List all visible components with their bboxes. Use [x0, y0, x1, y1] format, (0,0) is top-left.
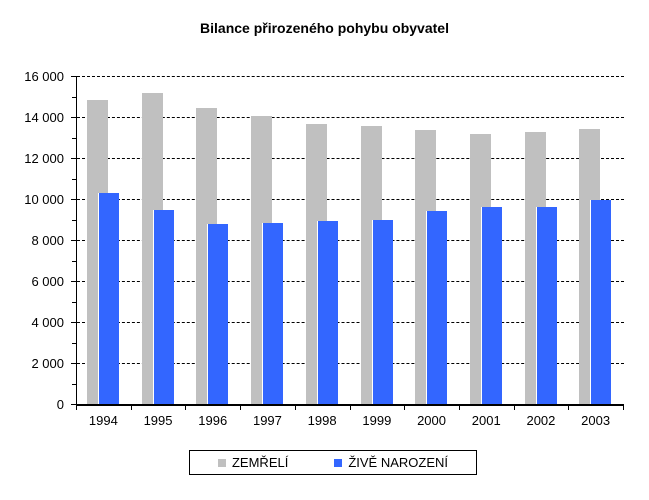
legend-item-zive-narozeni: ŽIVĚ NAROZENÍ [334, 456, 448, 469]
bar-series-2-2002 [535, 207, 557, 404]
x-axis-label-2001: 2001 [471, 413, 501, 428]
y-axis-label-2000: 2 000 [31, 356, 64, 371]
bar-series-2-1994 [98, 192, 119, 404]
y-minor-tick-13000 [72, 137, 76, 139]
gridline-14000 [77, 117, 624, 118]
y-axis-label-16000: 16 000 [24, 69, 64, 84]
y-major-tick-2000 [71, 363, 76, 364]
y-major-tick-6000 [71, 281, 76, 282]
x-tick-3 [240, 404, 242, 410]
bar-series-2-2001 [480, 207, 502, 404]
x-tick-0 [76, 404, 77, 410]
y-major-tick-4000 [71, 322, 76, 323]
x-axis-label-1997: 1997 [252, 413, 282, 428]
legend-swatch-zemreli [217, 458, 226, 467]
x-tick-5 [349, 404, 351, 410]
y-minor-tick-9000 [72, 219, 76, 221]
legend-label-zive-narozeni: ŽIVĚ NAROZENÍ [348, 455, 449, 470]
y-axis-label-14000: 14 000 [24, 110, 64, 125]
x-axis-label-1996: 1996 [198, 413, 228, 428]
chart-title: Bilance přirozeného pohybu obyvatel [200, 20, 449, 36]
x-tick-6 [404, 404, 406, 410]
y-major-tick-10000 [71, 199, 76, 200]
y-axis-label-0: 0 [56, 397, 64, 412]
x-tick-4 [294, 404, 296, 410]
bar-series-2-1999 [371, 219, 393, 404]
bar-series-2-1997 [262, 222, 284, 404]
y-major-tick-12000 [71, 158, 76, 159]
x-tick-1 [130, 404, 132, 410]
gridline-4000 [77, 322, 624, 323]
x-tick-10 [623, 404, 624, 410]
y-axis-label-12000: 12 000 [24, 151, 64, 166]
y-axis-label-10000: 10 000 [24, 192, 64, 207]
x-axis-label-2003: 2003 [581, 413, 611, 428]
bar-series-2-1998 [316, 220, 338, 404]
legend: ZEMŘELÍ ŽIVĚ NAROZENÍ [189, 450, 477, 475]
x-tick-2 [185, 404, 187, 410]
bar-series-2-1995 [152, 210, 174, 404]
bar-series-2-2000 [426, 211, 448, 404]
bar-series-2-2003 [590, 200, 612, 404]
x-axis-label-1999: 1999 [362, 413, 392, 428]
legend-swatch-zive-narozeni [334, 458, 343, 467]
y-minor-tick-1000 [72, 383, 76, 385]
gridline-16000 [77, 76, 624, 77]
y-major-tick-14000 [71, 117, 76, 118]
y-major-tick-0 [71, 404, 76, 405]
x-axis-label-2002: 2002 [526, 413, 556, 428]
x-axis-label-2000: 2000 [417, 413, 446, 428]
x-axis-label-1998: 1998 [307, 413, 337, 428]
y-axis-label-8000: 8 000 [31, 233, 64, 248]
bar-series-2-1996 [207, 223, 229, 404]
y-major-tick-8000 [71, 240, 76, 241]
gridline-6000 [77, 281, 624, 282]
gridline-12000 [77, 158, 624, 159]
y-minor-tick-15000 [72, 96, 76, 98]
plot-area [76, 76, 624, 406]
y-minor-tick-5000 [72, 301, 76, 303]
x-axis-label-1995: 1995 [143, 413, 173, 428]
gridline-8000 [77, 240, 624, 241]
legend-label-zemreli: ZEMŘELÍ [231, 455, 289, 470]
x-axis-label-1994: 1994 [88, 413, 118, 428]
y-axis-label-4000: 4 000 [31, 315, 64, 330]
legend-item-zemreli: ZEMŘELÍ [217, 455, 289, 470]
y-minor-tick-3000 [72, 342, 76, 344]
x-tick-8 [513, 404, 515, 410]
x-tick-7 [458, 404, 460, 410]
y-major-tick-16000 [71, 76, 76, 77]
y-minor-tick-7000 [72, 260, 76, 262]
gridline-10000 [77, 199, 624, 200]
y-axis-label-6000: 6 000 [31, 274, 64, 289]
y-minor-tick-11000 [72, 178, 76, 180]
x-tick-9 [568, 404, 570, 410]
gridline-2000 [77, 363, 624, 364]
